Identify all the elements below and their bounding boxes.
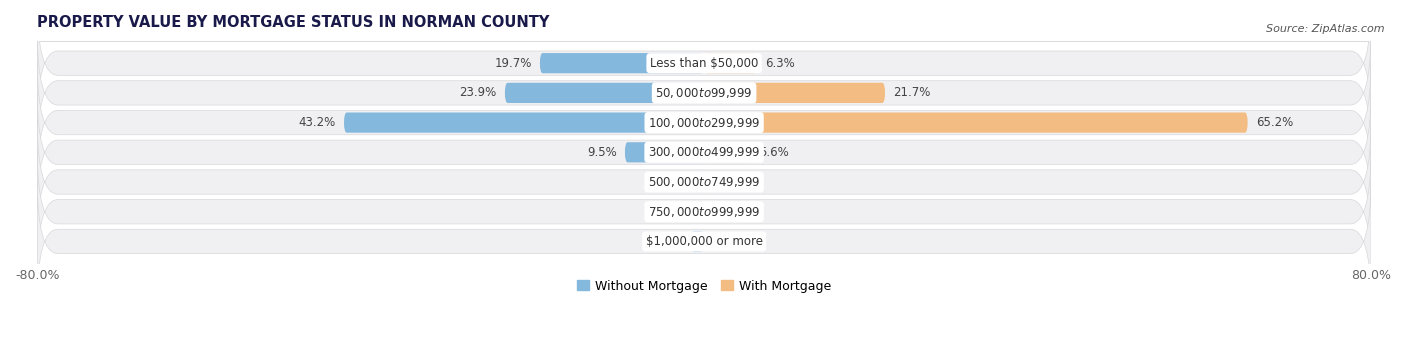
Text: 5.6%: 5.6%: [759, 146, 789, 159]
Text: PROPERTY VALUE BY MORTGAGE STATUS IN NORMAN COUNTY: PROPERTY VALUE BY MORTGAGE STATUS IN NOR…: [37, 15, 550, 30]
Text: $300,000 to $499,999: $300,000 to $499,999: [648, 145, 761, 159]
Legend: Without Mortgage, With Mortgage: Without Mortgage, With Mortgage: [572, 275, 837, 298]
FancyBboxPatch shape: [37, 90, 1371, 215]
Text: 6.3%: 6.3%: [765, 57, 794, 70]
Text: Source: ZipAtlas.com: Source: ZipAtlas.com: [1267, 24, 1385, 34]
FancyBboxPatch shape: [704, 202, 706, 222]
Text: 43.2%: 43.2%: [298, 116, 336, 129]
Text: $500,000 to $749,999: $500,000 to $749,999: [648, 175, 761, 189]
Text: 1.2%: 1.2%: [657, 175, 686, 188]
FancyBboxPatch shape: [37, 150, 1371, 274]
FancyBboxPatch shape: [704, 83, 884, 103]
FancyBboxPatch shape: [37, 1, 1371, 125]
Text: 23.9%: 23.9%: [460, 86, 496, 99]
FancyBboxPatch shape: [540, 53, 704, 73]
FancyBboxPatch shape: [690, 231, 704, 252]
Text: 0.2%: 0.2%: [714, 205, 744, 218]
FancyBboxPatch shape: [37, 61, 1371, 185]
FancyBboxPatch shape: [704, 53, 756, 73]
Text: 9.5%: 9.5%: [586, 146, 617, 159]
Text: Less than $50,000: Less than $50,000: [650, 57, 758, 70]
FancyBboxPatch shape: [37, 120, 1371, 244]
FancyBboxPatch shape: [624, 142, 704, 163]
FancyBboxPatch shape: [37, 179, 1371, 304]
Text: 1.6%: 1.6%: [652, 235, 682, 248]
FancyBboxPatch shape: [704, 113, 1247, 133]
Text: $1,000,000 or more: $1,000,000 or more: [645, 235, 762, 248]
FancyBboxPatch shape: [704, 172, 713, 192]
Text: $100,000 to $299,999: $100,000 to $299,999: [648, 116, 761, 130]
Text: $750,000 to $999,999: $750,000 to $999,999: [648, 205, 761, 219]
FancyBboxPatch shape: [505, 83, 704, 103]
Text: 19.7%: 19.7%: [494, 57, 531, 70]
Text: 65.2%: 65.2%: [1256, 116, 1294, 129]
Text: 21.7%: 21.7%: [893, 86, 931, 99]
FancyBboxPatch shape: [695, 172, 704, 192]
Text: 0.98%: 0.98%: [721, 175, 758, 188]
FancyBboxPatch shape: [697, 202, 704, 222]
FancyBboxPatch shape: [344, 113, 704, 133]
FancyBboxPatch shape: [37, 31, 1371, 155]
Text: $50,000 to $99,999: $50,000 to $99,999: [655, 86, 752, 100]
Text: 0.0%: 0.0%: [713, 235, 742, 248]
FancyBboxPatch shape: [704, 142, 751, 163]
Text: 0.88%: 0.88%: [651, 205, 689, 218]
